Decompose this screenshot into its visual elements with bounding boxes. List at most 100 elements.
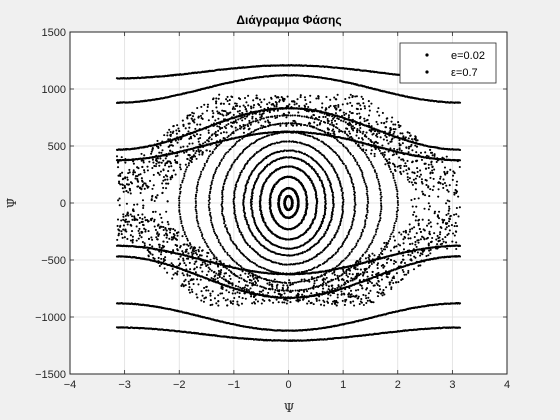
data-point	[219, 242, 222, 245]
data-point	[316, 118, 319, 121]
data-point	[221, 200, 224, 203]
data-point	[194, 200, 197, 203]
data-point	[228, 234, 231, 237]
data-point	[208, 268, 212, 271]
data-point	[377, 255, 380, 259]
data-point	[218, 163, 221, 166]
data-point	[195, 212, 198, 215]
data-point	[395, 215, 399, 218]
data-point	[351, 223, 354, 226]
data-point	[387, 239, 390, 243]
data-point	[347, 172, 350, 175]
data-point	[230, 239, 233, 242]
data-point	[237, 118, 240, 121]
data-point	[210, 181, 213, 184]
data-point	[350, 227, 353, 230]
data-point	[341, 208, 344, 211]
data-point	[379, 191, 382, 194]
data-point	[392, 176, 395, 180]
data-point	[359, 168, 362, 171]
data-point	[204, 141, 207, 144]
data-point	[338, 180, 341, 183]
data-point	[379, 188, 382, 192]
data-point	[242, 167, 245, 171]
data-point	[222, 218, 225, 221]
data-point	[375, 174, 378, 177]
data-point	[236, 262, 239, 265]
data-point	[186, 239, 189, 242]
data-point	[336, 286, 339, 290]
data-point	[238, 153, 241, 156]
data-point	[268, 259, 271, 262]
data-point	[194, 193, 198, 196]
data-point	[319, 263, 322, 267]
data-point	[366, 196, 369, 199]
data-point	[268, 163, 271, 166]
data-point	[396, 195, 399, 198]
data-point	[324, 230, 327, 234]
data-point	[342, 240, 345, 244]
data-point	[378, 219, 382, 222]
data-point	[233, 194, 236, 197]
data-point	[210, 221, 213, 224]
data-point	[381, 249, 384, 253]
data-point	[207, 203, 210, 206]
data-point	[361, 228, 364, 231]
data-point	[396, 190, 399, 193]
data-point	[254, 274, 257, 277]
data-point	[239, 265, 242, 268]
data-point	[377, 223, 380, 226]
data-point	[213, 255, 216, 258]
data-point	[311, 117, 314, 120]
data-point	[273, 115, 276, 118]
data-point	[229, 133, 232, 136]
data-point	[350, 250, 353, 253]
data-point	[395, 213, 398, 216]
data-point	[274, 288, 277, 292]
data-point	[369, 242, 372, 245]
data-point	[353, 214, 356, 217]
data-point	[364, 223, 367, 226]
data-point	[337, 155, 340, 158]
data-point	[223, 222, 226, 225]
data-point	[212, 177, 215, 180]
data-point	[352, 247, 355, 250]
data-point	[338, 128, 341, 131]
data-point	[211, 226, 214, 229]
data-point	[350, 176, 353, 180]
data-point	[221, 202, 224, 205]
data-point	[362, 150, 365, 153]
data-point	[205, 160, 208, 164]
data-point	[325, 143, 328, 146]
data-point	[325, 158, 328, 161]
data-point	[397, 203, 400, 207]
data-point	[301, 251, 304, 254]
data-point	[340, 244, 344, 248]
data-point	[364, 219, 367, 222]
data-point	[197, 148, 200, 151]
data-point	[194, 201, 197, 205]
data-point	[342, 259, 345, 262]
data-point	[287, 156, 290, 159]
data-point	[329, 257, 332, 260]
data-point	[179, 192, 182, 195]
data-point	[234, 217, 238, 221]
data-point	[313, 266, 316, 269]
data-point	[207, 137, 211, 140]
data-point	[286, 247, 289, 250]
data-point	[328, 280, 331, 283]
data-point	[212, 175, 215, 178]
data-point	[196, 220, 199, 223]
data-point	[268, 279, 271, 282]
data-point	[341, 196, 344, 199]
data-point	[233, 209, 236, 212]
data-point	[378, 184, 381, 188]
data-point	[309, 258, 312, 261]
data-point	[250, 131, 253, 134]
data-point	[358, 129, 361, 132]
data-point	[282, 140, 285, 143]
data-point	[380, 195, 383, 198]
data-point	[262, 117, 265, 120]
data-point	[341, 143, 345, 146]
data-point	[335, 265, 338, 268]
